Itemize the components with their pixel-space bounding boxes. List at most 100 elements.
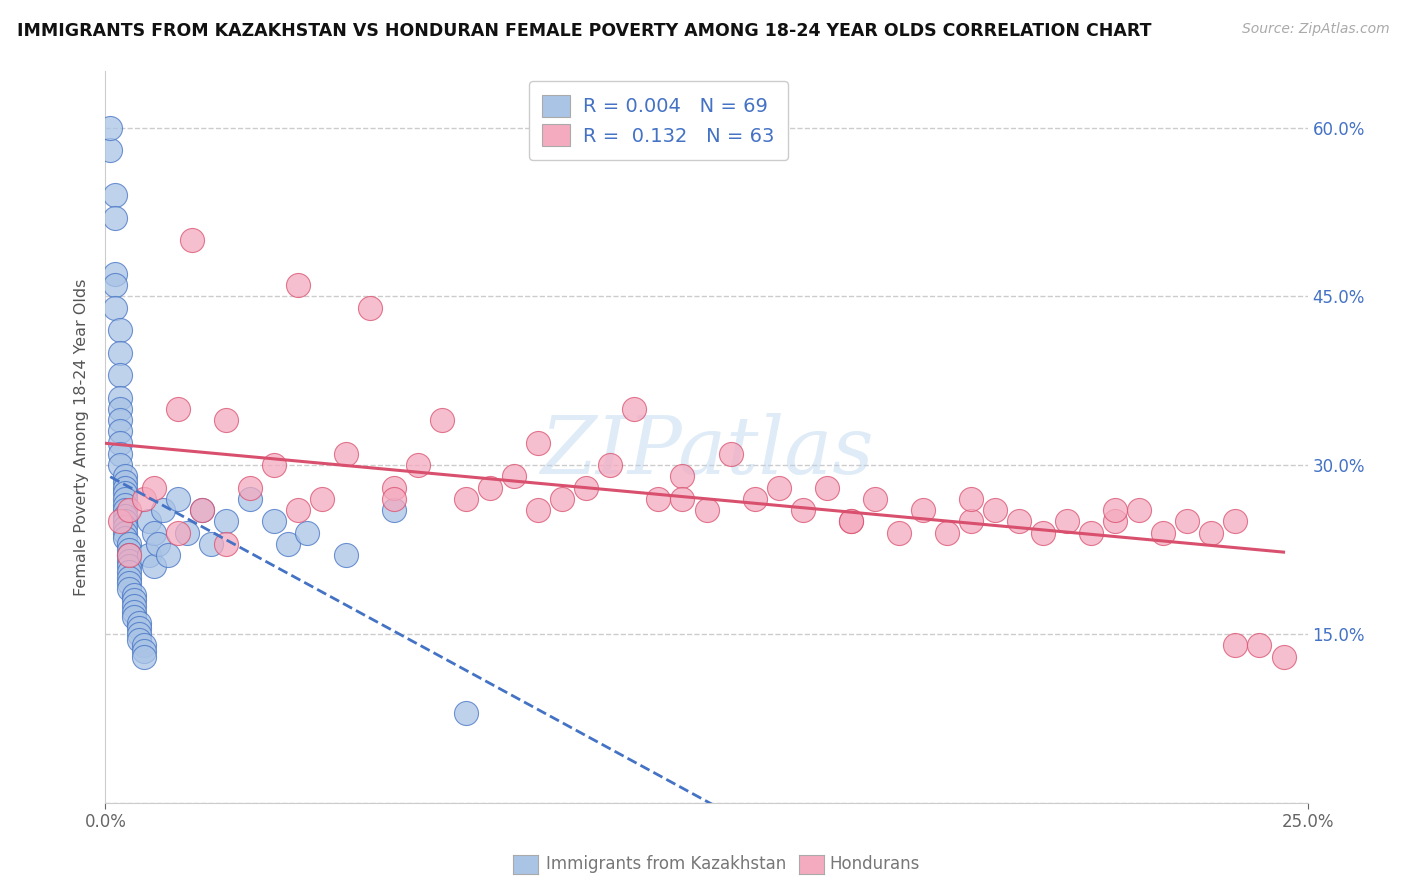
Point — [454, 706, 477, 720]
Point — [132, 491, 155, 506]
Point — [108, 413, 131, 427]
Point — [98, 120, 121, 135]
Point — [108, 425, 131, 439]
Point — [98, 143, 121, 157]
Point — [911, 503, 934, 517]
Point — [960, 515, 983, 529]
Point — [1152, 525, 1174, 540]
Point — [118, 576, 141, 591]
Point — [166, 525, 188, 540]
Point — [114, 486, 136, 500]
Point — [124, 610, 146, 624]
Point — [671, 491, 693, 506]
Point — [1080, 525, 1102, 540]
Point — [1225, 638, 1247, 652]
Point — [1175, 515, 1198, 529]
Point — [118, 503, 141, 517]
Point — [214, 515, 236, 529]
Point — [297, 525, 319, 540]
Point — [335, 548, 357, 562]
Point — [108, 458, 131, 473]
Point — [118, 548, 141, 562]
Point — [124, 599, 146, 613]
Point — [1249, 638, 1271, 652]
Point — [768, 481, 790, 495]
Point — [200, 537, 222, 551]
Point — [166, 491, 188, 506]
Point — [104, 211, 127, 225]
Point — [118, 571, 141, 585]
Point — [132, 649, 155, 664]
Text: Hondurans: Hondurans — [830, 855, 920, 873]
Point — [744, 491, 766, 506]
Legend: R = 0.004   N = 69, R =  0.132   N = 63: R = 0.004 N = 69, R = 0.132 N = 63 — [529, 81, 789, 160]
Point — [839, 515, 862, 529]
Point — [104, 188, 127, 202]
Point — [156, 548, 179, 562]
Point — [1056, 515, 1078, 529]
Point — [124, 593, 146, 607]
Point — [359, 301, 381, 315]
Point — [118, 548, 141, 562]
Point — [114, 469, 136, 483]
Point — [108, 401, 131, 416]
Point — [108, 447, 131, 461]
Point — [181, 233, 204, 247]
Point — [984, 503, 1007, 517]
Point — [406, 458, 429, 473]
Point — [142, 525, 165, 540]
Point — [214, 537, 236, 551]
Point — [142, 559, 165, 574]
Point — [696, 503, 718, 517]
Point — [176, 525, 198, 540]
Point — [335, 447, 357, 461]
Point — [936, 525, 959, 540]
Point — [114, 508, 136, 523]
Point — [114, 532, 136, 546]
Point — [287, 278, 309, 293]
Text: ZIPatlas: ZIPatlas — [540, 413, 873, 491]
Point — [190, 503, 212, 517]
Point — [114, 520, 136, 534]
Point — [166, 401, 188, 416]
Point — [118, 565, 141, 579]
Point — [277, 537, 299, 551]
Point — [454, 491, 477, 506]
Point — [190, 503, 212, 517]
Point — [720, 447, 742, 461]
Point — [118, 582, 141, 596]
Point — [114, 503, 136, 517]
Point — [128, 615, 150, 630]
Point — [128, 632, 150, 647]
Point — [527, 503, 550, 517]
Point — [108, 323, 131, 337]
Point — [124, 605, 146, 619]
Point — [132, 638, 155, 652]
Point — [479, 481, 502, 495]
Text: IMMIGRANTS FROM KAZAKHSTAN VS HONDURAN FEMALE POVERTY AMONG 18-24 YEAR OLDS CORR: IMMIGRANTS FROM KAZAKHSTAN VS HONDURAN F… — [17, 22, 1152, 40]
Point — [132, 644, 155, 658]
Point — [239, 491, 262, 506]
Point — [1128, 503, 1150, 517]
Point — [108, 368, 131, 383]
Point — [647, 491, 669, 506]
Point — [960, 491, 983, 506]
Point — [311, 491, 333, 506]
Point — [575, 481, 598, 495]
Point — [118, 559, 141, 574]
Point — [128, 627, 150, 641]
Point — [1225, 515, 1247, 529]
Point — [1032, 525, 1054, 540]
Point — [104, 267, 127, 281]
Point — [114, 498, 136, 512]
Point — [239, 481, 262, 495]
Point — [839, 515, 862, 529]
Y-axis label: Female Poverty Among 18-24 Year Olds: Female Poverty Among 18-24 Year Olds — [75, 278, 90, 596]
Point — [1008, 515, 1031, 529]
Point — [1104, 515, 1126, 529]
Point — [108, 515, 131, 529]
Point — [623, 401, 645, 416]
Point — [108, 435, 131, 450]
Point — [114, 475, 136, 489]
Point — [792, 503, 814, 517]
